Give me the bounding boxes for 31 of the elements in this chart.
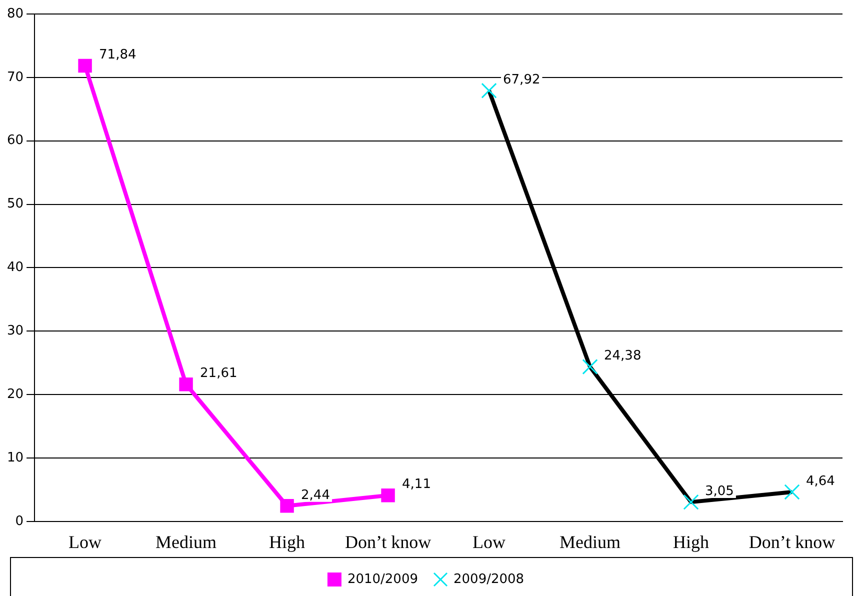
y-tick-label: 40 — [6, 260, 24, 276]
x-tick-label: Don’t know — [748, 532, 836, 552]
y-tick-label: 80 — [6, 6, 24, 22]
data-label: 67,92 — [503, 72, 540, 88]
x-tick-label: Medium — [156, 532, 217, 552]
data-label: 21,61 — [200, 366, 238, 382]
y-tick-label: 30 — [6, 324, 24, 338]
data-label: 3,05 — [705, 484, 734, 499]
data-label: 24,38 — [604, 348, 642, 364]
x-tick-label: Low — [472, 532, 506, 552]
y-tick-label: 10 — [6, 450, 24, 466]
x-tick-label: Don’t know — [344, 532, 432, 552]
x-tick-label: Medium — [560, 532, 621, 552]
data-label: 4,64 — [806, 474, 835, 489]
y-tick-label: 0 — [15, 514, 24, 529]
legend-label: 2009/2008 — [454, 572, 524, 587]
point — [78, 58, 92, 73]
data-label: 2,44 — [301, 488, 330, 503]
x-tick-label: Low — [68, 532, 102, 552]
point — [381, 488, 395, 502]
y-tick-label: 70 — [6, 70, 24, 85]
data-label: 71,84 — [99, 48, 136, 63]
y-tick-label: 20 — [6, 386, 24, 402]
point — [179, 377, 193, 392]
point — [280, 499, 294, 513]
data-label: 4,11 — [402, 477, 431, 492]
legend-label: 2010/2009 — [347, 572, 418, 587]
x-tick-label: High — [673, 532, 710, 552]
y-tick-label: 60 — [6, 133, 24, 148]
y-tick-label: 50 — [6, 196, 24, 212]
x-tick-label: High — [269, 532, 306, 552]
